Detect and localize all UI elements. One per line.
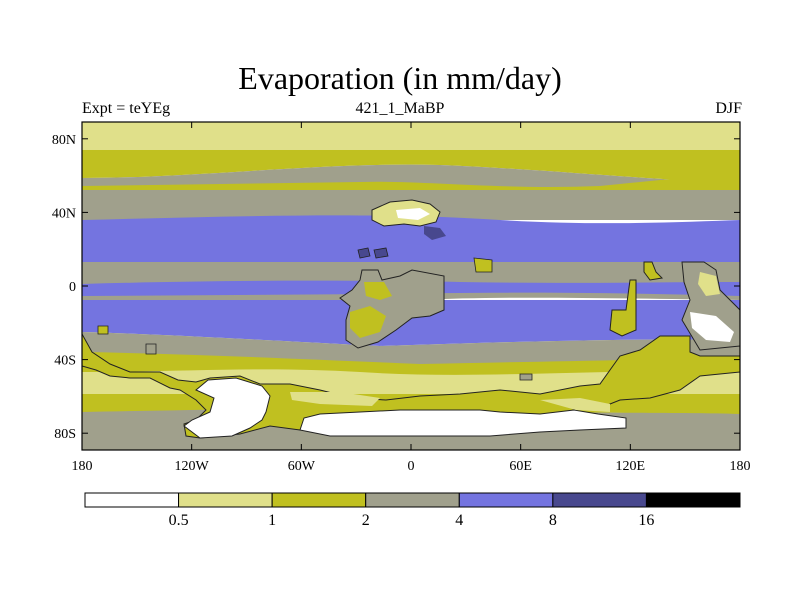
colorbar-swatch [178, 492, 273, 508]
longitude-axis: 180 120W 60W 0 60E 120E 180 [72, 122, 751, 474]
band-north-temperate [82, 164, 740, 220]
experiment-label: Expt = teYEg [82, 100, 171, 117]
evaporation-map [82, 122, 740, 450]
land-east-2 [643, 261, 664, 281]
latitude-axis: 80N 40N 0 40S 80S [52, 133, 740, 442]
time-label: 421_1_MaBP [355, 100, 445, 117]
lon-label: 60W [288, 459, 316, 474]
colorbar-label: 0.5 [169, 512, 189, 529]
band-north-mid [82, 150, 740, 182]
land-east-3-yellow [698, 272, 720, 296]
band-south-tropics [82, 300, 740, 346]
land-africa-north [364, 282, 392, 300]
colorbar-label: 4 [455, 512, 463, 529]
lon-label: 180 [730, 459, 751, 474]
lat-label: 80N [52, 133, 76, 148]
deep-evap-patch [424, 226, 446, 240]
colorbar-swatch [552, 492, 647, 508]
island-3 [473, 257, 493, 273]
land-europe-snow [396, 208, 430, 220]
ice-region-main [299, 409, 627, 437]
land-east-1 [609, 279, 637, 337]
lat-label: 0 [69, 280, 76, 295]
colorbar-label: 8 [549, 512, 557, 529]
colorbar-swatch [645, 492, 741, 508]
colorbar-swatch [84, 492, 180, 508]
island-2 [373, 247, 389, 259]
plot-title: Evaporation (in mm/day) [238, 60, 562, 96]
land-africa-south [350, 306, 386, 338]
island-4 [97, 325, 109, 335]
south-yellow-strip [290, 392, 380, 406]
colorbar-swatch [365, 492, 460, 508]
colorbar-label: 2 [362, 512, 370, 529]
island-6 [519, 373, 533, 381]
season-label: DJF [715, 100, 742, 117]
lon-label: 60E [509, 459, 532, 474]
lon-label: 180 [72, 459, 93, 474]
land-east-3-white [690, 312, 734, 342]
island-1 [357, 247, 371, 259]
lat-label: 80S [54, 427, 76, 442]
colorbar-label: 1 [268, 512, 276, 529]
colorbar-swatch [458, 492, 554, 508]
lon-label: 0 [408, 459, 415, 474]
band-north-tropics [82, 215, 740, 264]
colorbar: 0.5 1 2 4 8 16 [84, 492, 741, 529]
ice-edge-yellow [540, 398, 610, 412]
ice-region-west [183, 377, 271, 439]
lat-label: 40S [54, 354, 76, 369]
band-north-mid-2 [82, 172, 740, 190]
lon-label: 120W [175, 459, 210, 474]
colorbar-swatch [271, 492, 367, 508]
island-5 [145, 343, 157, 355]
colorbar-label: 16 [638, 512, 654, 529]
lat-label: 40N [52, 206, 76, 221]
lon-label: 120E [616, 459, 646, 474]
